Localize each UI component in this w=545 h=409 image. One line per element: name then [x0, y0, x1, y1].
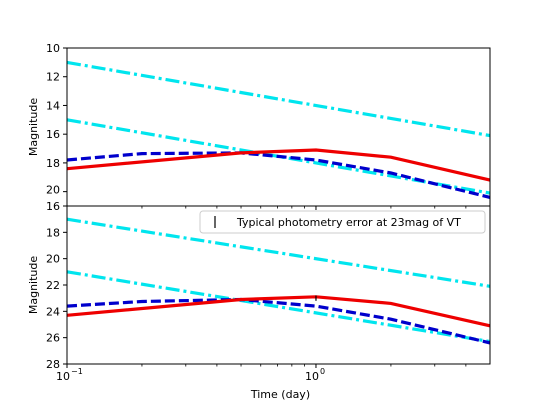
- y-tick-label: 28: [46, 358, 60, 371]
- series-line-2: [66, 270, 491, 344]
- x-tick-label-exponent: 0: [320, 367, 325, 376]
- x-tick-label: 10: [56, 370, 70, 383]
- y-tick-label: 14: [46, 99, 60, 112]
- y-tick-label: 22: [46, 279, 60, 292]
- series-line-3: [66, 297, 491, 345]
- y-tick-label: 18: [46, 226, 60, 239]
- top-panel: 10 12 14 16 18 20 Magnitude: [27, 42, 491, 210]
- legend: Typical photometry error at 23mag of VT: [199, 210, 486, 234]
- legend-box: [199, 210, 486, 234]
- y-tick-label: 20: [46, 253, 60, 266]
- axes-frame: [66, 47, 491, 207]
- y-tick-label: 24: [46, 305, 60, 318]
- x-axis-label: Time (day): [250, 388, 310, 401]
- series-line-1: [66, 60, 491, 138]
- series-line-3: [66, 151, 491, 199]
- y-tick-label: 16: [46, 200, 60, 213]
- y-tick-label: 12: [46, 71, 60, 84]
- legend-label: Typical photometry error at 23mag of VT: [236, 216, 461, 229]
- y-tick-label: 10: [46, 42, 60, 55]
- x-tick-label-exponent: −1: [71, 367, 83, 376]
- x-tick-label: 10: [305, 370, 319, 383]
- y-axis-label: Magnitude: [27, 98, 40, 157]
- y-tick-label: 16: [46, 128, 60, 141]
- y-tick-label: 18: [46, 157, 60, 170]
- series-line-1: [66, 217, 491, 288]
- series-line-4: [66, 148, 491, 182]
- y-tick-label: 26: [46, 332, 60, 345]
- y-axis-label: Magnitude: [27, 256, 40, 315]
- y-tick-label: 20: [46, 184, 60, 197]
